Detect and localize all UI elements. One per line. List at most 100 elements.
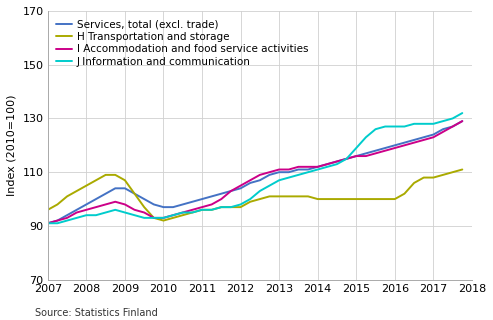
Line: I Accommodation and food service activities: I Accommodation and food service activit… bbox=[48, 121, 462, 223]
I Accommodation and food service activities bbox=[334, 160, 340, 164]
H Transportation and storage bbox=[353, 197, 359, 201]
Services, total (excl. trade) bbox=[189, 200, 195, 204]
Services, total (excl. trade) bbox=[180, 203, 186, 206]
I Accommodation and food service activities bbox=[276, 168, 282, 172]
Services, total (excl. trade) bbox=[64, 213, 70, 217]
Services, total (excl. trade) bbox=[170, 205, 176, 209]
I Accommodation and food service activities bbox=[401, 143, 407, 147]
H Transportation and storage bbox=[382, 197, 388, 201]
J Information and communication bbox=[440, 119, 446, 123]
Services, total (excl. trade) bbox=[295, 168, 301, 172]
I Accommodation and food service activities bbox=[170, 213, 176, 217]
H Transportation and storage bbox=[440, 173, 446, 177]
Services, total (excl. trade) bbox=[238, 186, 244, 190]
J Information and communication bbox=[132, 213, 138, 217]
J Information and communication bbox=[54, 221, 60, 225]
I Accommodation and food service activities bbox=[430, 135, 436, 139]
I Accommodation and food service activities bbox=[440, 130, 446, 134]
H Transportation and storage bbox=[305, 195, 311, 198]
Y-axis label: Index (2010=100): Index (2010=100) bbox=[7, 95, 17, 196]
J Information and communication bbox=[64, 219, 70, 222]
I Accommodation and food service activities bbox=[180, 211, 186, 214]
J Information and communication bbox=[382, 124, 388, 128]
Text: Source: Statistics Finland: Source: Statistics Finland bbox=[35, 308, 157, 318]
Services, total (excl. trade) bbox=[247, 181, 253, 185]
I Accommodation and food service activities bbox=[411, 141, 417, 145]
H Transportation and storage bbox=[209, 208, 214, 212]
I Accommodation and food service activities bbox=[45, 221, 51, 225]
Services, total (excl. trade) bbox=[151, 203, 157, 206]
H Transportation and storage bbox=[450, 170, 456, 174]
J Information and communication bbox=[305, 170, 311, 174]
Services, total (excl. trade) bbox=[382, 146, 388, 150]
Services, total (excl. trade) bbox=[122, 186, 128, 190]
H Transportation and storage bbox=[189, 211, 195, 214]
Services, total (excl. trade) bbox=[315, 165, 320, 169]
H Transportation and storage bbox=[161, 219, 167, 222]
I Accommodation and food service activities bbox=[305, 165, 311, 169]
H Transportation and storage bbox=[430, 176, 436, 180]
Services, total (excl. trade) bbox=[199, 197, 205, 201]
I Accommodation and food service activities bbox=[315, 165, 320, 169]
Services, total (excl. trade) bbox=[74, 208, 80, 212]
J Information and communication bbox=[276, 178, 282, 182]
I Accommodation and food service activities bbox=[257, 173, 263, 177]
Services, total (excl. trade) bbox=[440, 127, 446, 131]
J Information and communication bbox=[286, 176, 292, 180]
H Transportation and storage bbox=[334, 197, 340, 201]
I Accommodation and food service activities bbox=[103, 203, 108, 206]
J Information and communication bbox=[411, 122, 417, 126]
H Transportation and storage bbox=[247, 200, 253, 204]
J Information and communication bbox=[209, 208, 214, 212]
J Information and communication bbox=[199, 208, 205, 212]
Services, total (excl. trade) bbox=[344, 157, 350, 161]
J Information and communication bbox=[93, 213, 99, 217]
Legend: Services, total (excl. trade), H Transportation and storage, I Accommodation and: Services, total (excl. trade), H Transpo… bbox=[53, 16, 312, 70]
J Information and communication bbox=[421, 122, 426, 126]
J Information and communication bbox=[161, 216, 167, 220]
J Information and communication bbox=[218, 205, 224, 209]
Services, total (excl. trade) bbox=[450, 124, 456, 128]
Services, total (excl. trade) bbox=[218, 192, 224, 196]
Services, total (excl. trade) bbox=[363, 151, 369, 155]
I Accommodation and food service activities bbox=[267, 170, 273, 174]
I Accommodation and food service activities bbox=[141, 211, 147, 214]
H Transportation and storage bbox=[267, 195, 273, 198]
H Transportation and storage bbox=[392, 197, 398, 201]
Services, total (excl. trade) bbox=[93, 197, 99, 201]
H Transportation and storage bbox=[151, 216, 157, 220]
I Accommodation and food service activities bbox=[286, 168, 292, 172]
H Transportation and storage bbox=[170, 216, 176, 220]
Services, total (excl. trade) bbox=[112, 186, 118, 190]
J Information and communication bbox=[450, 116, 456, 120]
H Transportation and storage bbox=[74, 189, 80, 193]
H Transportation and storage bbox=[218, 205, 224, 209]
I Accommodation and food service activities bbox=[112, 200, 118, 204]
J Information and communication bbox=[315, 168, 320, 172]
H Transportation and storage bbox=[459, 168, 465, 172]
I Accommodation and food service activities bbox=[132, 208, 138, 212]
I Accommodation and food service activities bbox=[392, 146, 398, 150]
I Accommodation and food service activities bbox=[295, 165, 301, 169]
I Accommodation and food service activities bbox=[353, 154, 359, 158]
Services, total (excl. trade) bbox=[373, 149, 379, 153]
Services, total (excl. trade) bbox=[257, 178, 263, 182]
J Information and communication bbox=[267, 184, 273, 188]
H Transportation and storage bbox=[286, 195, 292, 198]
I Accommodation and food service activities bbox=[151, 216, 157, 220]
J Information and communication bbox=[141, 216, 147, 220]
J Information and communication bbox=[112, 208, 118, 212]
J Information and communication bbox=[295, 173, 301, 177]
I Accommodation and food service activities bbox=[64, 216, 70, 220]
J Information and communication bbox=[344, 157, 350, 161]
J Information and communication bbox=[103, 211, 108, 214]
H Transportation and storage bbox=[228, 205, 234, 209]
Line: J Information and communication: J Information and communication bbox=[48, 113, 462, 223]
J Information and communication bbox=[228, 205, 234, 209]
Services, total (excl. trade) bbox=[421, 135, 426, 139]
H Transportation and storage bbox=[257, 197, 263, 201]
I Accommodation and food service activities bbox=[247, 178, 253, 182]
I Accommodation and food service activities bbox=[83, 208, 89, 212]
Services, total (excl. trade) bbox=[324, 162, 330, 166]
I Accommodation and food service activities bbox=[459, 119, 465, 123]
